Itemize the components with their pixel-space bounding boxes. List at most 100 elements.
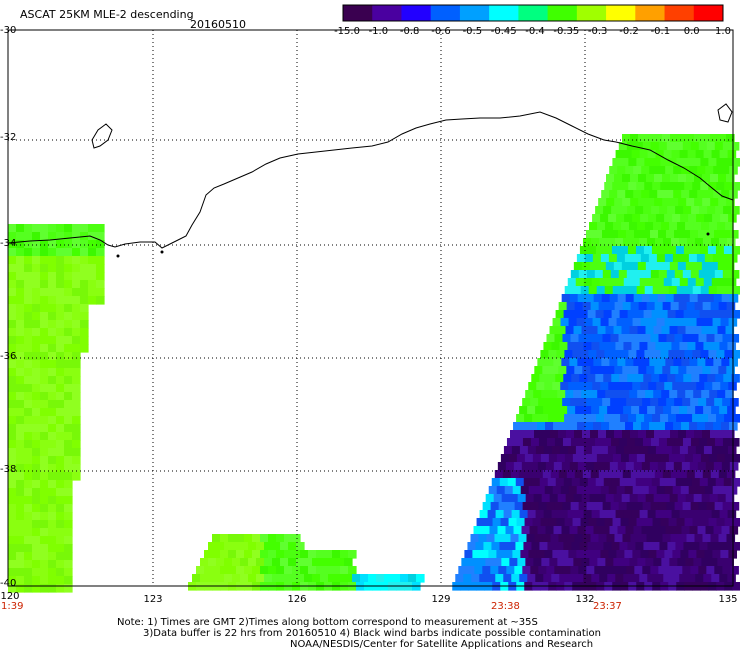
swath-cell	[340, 550, 349, 559]
swath-cell	[684, 350, 693, 359]
swath-cell	[634, 566, 643, 575]
swath-cell	[48, 528, 57, 537]
swath-cell	[702, 198, 711, 207]
swath-cell	[56, 424, 65, 433]
swath-cell	[284, 566, 293, 575]
swath-cell	[651, 478, 661, 487]
swath-cell	[640, 214, 649, 223]
swath-cell	[695, 406, 704, 415]
swath-cell	[593, 358, 602, 367]
swath-cell	[64, 368, 73, 377]
swath-cell	[720, 550, 729, 559]
swath-cell	[664, 214, 673, 223]
swath-cell	[228, 566, 237, 575]
swath-cell	[610, 502, 620, 511]
swath-cell	[709, 326, 719, 335]
swath-cell	[80, 272, 89, 281]
swath-cell	[671, 150, 681, 159]
swath-cell	[689, 358, 698, 367]
swath-cell	[586, 230, 595, 239]
swath-cell	[552, 550, 561, 559]
swath-cell	[699, 246, 709, 255]
swath-cell	[24, 472, 33, 481]
swath-cell	[24, 568, 33, 577]
swath-cell	[56, 344, 65, 353]
swath-cell	[484, 518, 494, 527]
swath-cell	[216, 574, 225, 583]
swath-cell	[726, 470, 736, 479]
swath-cell	[48, 408, 57, 417]
swath-cell	[609, 190, 618, 199]
swath-cell	[655, 406, 664, 415]
swath-cell	[554, 438, 564, 447]
swath-cell	[244, 566, 253, 575]
swath-cell	[641, 294, 651, 303]
swath-cell	[588, 286, 598, 295]
swath-cell	[8, 520, 17, 529]
swath-cell	[554, 334, 564, 343]
swath-cell	[40, 496, 49, 505]
swath-cell	[598, 366, 607, 375]
swath-cell	[608, 550, 617, 559]
swath-cell	[706, 230, 715, 239]
swath-cell	[596, 286, 606, 295]
swath-cell	[640, 254, 650, 263]
swath-cell	[614, 470, 624, 479]
swath-cell	[553, 422, 562, 431]
swath-cell	[677, 494, 687, 503]
swath-cell	[700, 414, 709, 423]
swath-cell	[590, 366, 599, 375]
island-dot	[160, 250, 164, 254]
swath-cell	[48, 448, 57, 457]
swath-cell	[676, 518, 686, 527]
swath-cell	[586, 334, 596, 343]
swath-cell	[56, 336, 65, 345]
swath-cell	[332, 550, 341, 559]
swath-cell	[679, 342, 689, 351]
swath-cell	[603, 478, 613, 487]
swath-cell	[72, 376, 81, 385]
swath-cell	[675, 478, 685, 487]
swath-cell	[64, 544, 73, 553]
swath-cell	[670, 174, 679, 183]
swath-cell	[695, 342, 705, 351]
swath-cell	[594, 230, 603, 239]
swath-cell	[642, 566, 651, 575]
swath-cell	[603, 542, 613, 551]
swath-cell	[16, 584, 25, 593]
swath-cell	[683, 206, 692, 215]
swath-cell	[485, 558, 494, 567]
swath-cell	[728, 214, 737, 223]
swath-cell	[697, 358, 706, 367]
swath-cell	[549, 390, 558, 399]
swath-cell	[48, 232, 57, 241]
swath-cell	[56, 312, 65, 321]
swath-cell	[692, 286, 702, 295]
swath-cell	[590, 238, 600, 247]
swath-cell	[632, 214, 641, 223]
swath-cell	[8, 344, 17, 353]
swath-cell	[8, 408, 17, 417]
swath-cell	[526, 534, 536, 543]
swath-cell	[292, 550, 301, 559]
swath-cell	[523, 478, 533, 487]
swath-cell	[562, 502, 572, 511]
swath-cell	[581, 326, 591, 335]
swath-cell	[657, 190, 666, 199]
swath-cell	[706, 398, 715, 407]
swath-cell	[192, 574, 201, 583]
swath-cell	[572, 454, 582, 463]
swath-cell	[48, 328, 57, 337]
swath-cell	[642, 334, 652, 343]
swath-cell	[614, 174, 623, 183]
swath-cell	[710, 302, 720, 311]
swath-cell	[288, 558, 297, 567]
swath-cell	[64, 304, 73, 313]
swath-cell	[550, 534, 560, 543]
swath-cell	[711, 510, 721, 519]
swath-cell	[633, 422, 642, 431]
swath-cell	[617, 526, 627, 535]
swath-cell	[16, 576, 25, 585]
swath-cell	[56, 376, 65, 385]
swath-cell	[536, 382, 545, 391]
